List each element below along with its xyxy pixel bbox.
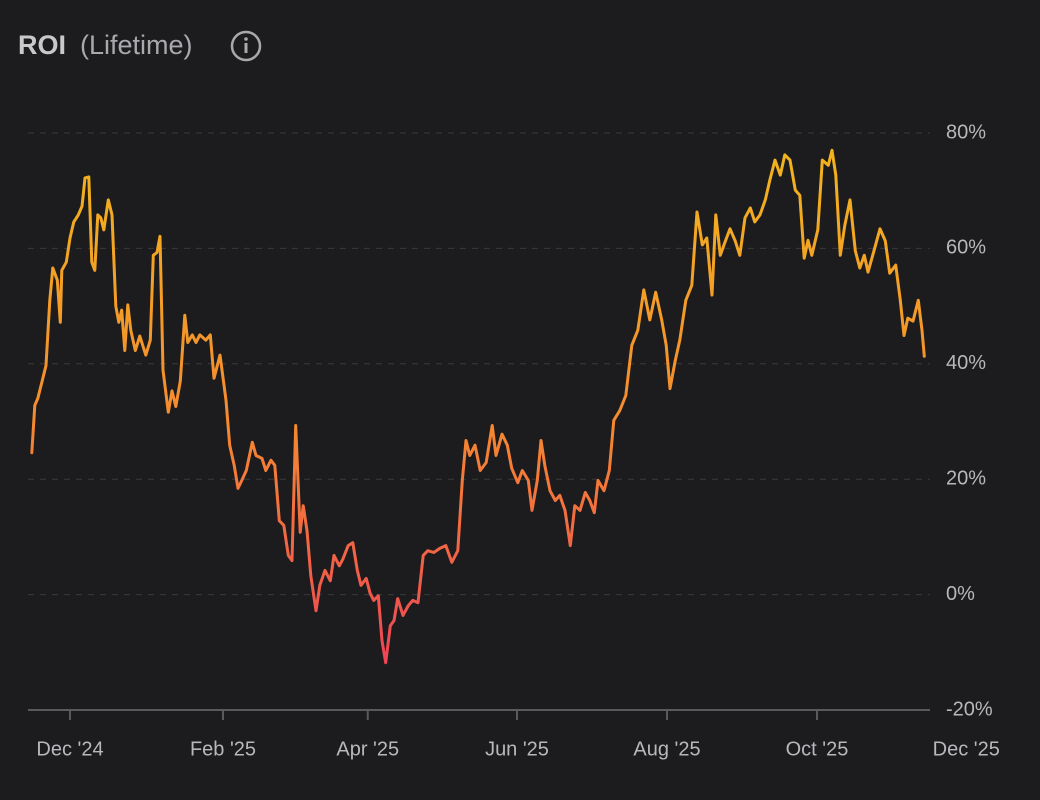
x-tick-label: Apr '25 (336, 738, 399, 760)
info-dot[interactable] (244, 37, 248, 41)
x-tick-label: Feb '25 (190, 738, 256, 760)
x-tick-label: Jun '25 (485, 738, 549, 760)
x-tick-label: Dec '24 (36, 738, 103, 760)
y-tick-label: 20% (946, 467, 986, 489)
chart-subtitle: (Lifetime) (80, 30, 193, 60)
y-tick-label: 0% (946, 583, 975, 605)
x-tick-label: Dec '25 (933, 738, 1000, 760)
roi-line (30, 148, 926, 665)
chart-title: ROI (18, 30, 66, 60)
x-tick-label: Oct '25 (786, 738, 849, 760)
y-tick-label: 60% (946, 237, 986, 259)
info-icon[interactable] (230, 30, 262, 62)
x-tick-label: Aug '25 (633, 738, 700, 760)
y-tick-label: 40% (946, 352, 986, 374)
info-bar[interactable] (244, 43, 248, 53)
y-tick-label: 80% (946, 121, 986, 143)
y-tick-label: -20% (946, 698, 993, 720)
info-circle[interactable] (230, 30, 262, 62)
